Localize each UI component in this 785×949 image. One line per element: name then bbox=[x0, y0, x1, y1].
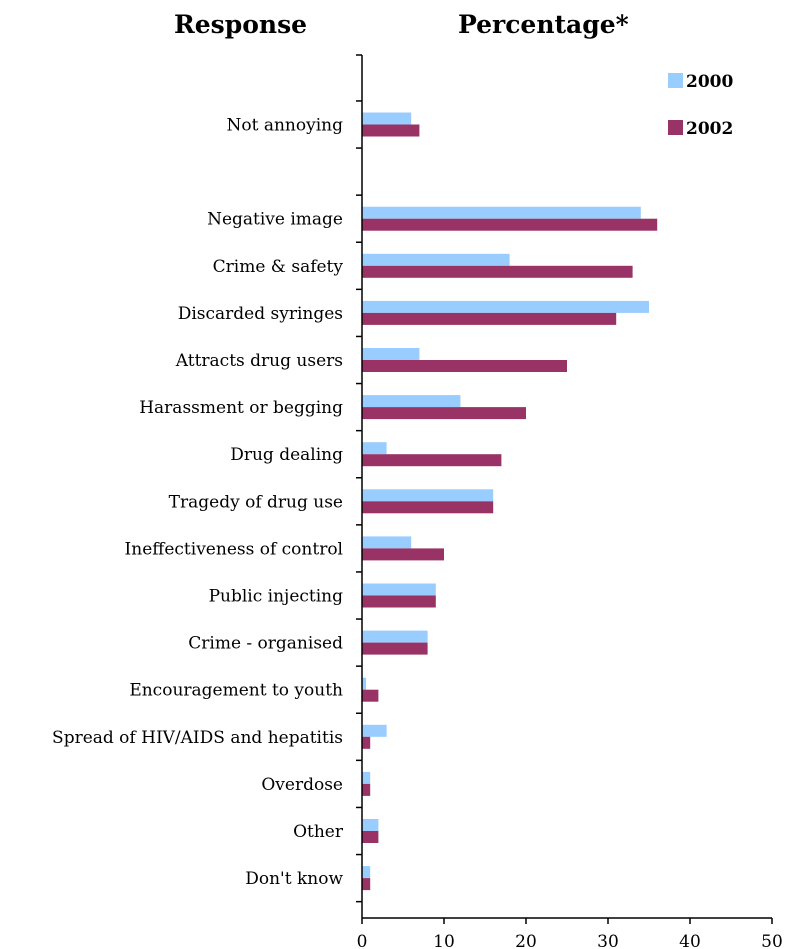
bar-2002 bbox=[362, 501, 494, 514]
legend: 2000 2002 bbox=[668, 72, 733, 139]
bar-2000 bbox=[362, 253, 510, 266]
bar-2002 bbox=[362, 360, 567, 372]
legend-swatch bbox=[668, 73, 683, 88]
category-label: Encouragement to youth bbox=[129, 681, 343, 701]
bar-2000 bbox=[362, 866, 371, 879]
category-label: Other bbox=[293, 822, 344, 842]
category-label: Discarded syringes bbox=[178, 304, 343, 324]
bar-2000 bbox=[362, 442, 387, 455]
bar-2000 bbox=[362, 583, 436, 596]
bar-2000 bbox=[362, 630, 428, 643]
bar-2002 bbox=[362, 265, 633, 278]
category-label: Tragedy of drug use bbox=[169, 492, 343, 512]
category-label: Harassment or begging bbox=[139, 398, 343, 418]
axes-layer bbox=[356, 54, 773, 924]
category-label: Don't know bbox=[245, 869, 343, 889]
category-label: Negative image bbox=[207, 210, 343, 230]
bar-2000 bbox=[362, 724, 387, 737]
percentage-heading: Percentage* bbox=[458, 10, 629, 39]
bar-2002 bbox=[362, 454, 502, 467]
x-tick-label: 50 bbox=[761, 932, 783, 949]
x-tick-label: 0 bbox=[357, 932, 368, 949]
bar-2000 bbox=[362, 206, 641, 219]
category-label: Not annoying bbox=[227, 116, 344, 136]
bar-2000 bbox=[362, 395, 461, 408]
labels-layer: Not annoying Negative image Crime & safety… bbox=[52, 116, 783, 949]
category-label: Crime & safety bbox=[213, 257, 344, 277]
category-label: Attracts drug users bbox=[175, 351, 343, 371]
bar-2002 bbox=[362, 312, 617, 325]
category-label: Crime - organised bbox=[188, 634, 343, 654]
x-tick-label: 20 bbox=[515, 932, 537, 949]
bar-2002 bbox=[362, 218, 658, 231]
bar-2000 bbox=[362, 348, 420, 360]
bar-2000 bbox=[362, 771, 371, 784]
bar-2002 bbox=[362, 548, 444, 561]
legend-label: 2002 bbox=[686, 119, 733, 139]
bar-2000 bbox=[362, 819, 379, 831]
bar-2002 bbox=[362, 595, 436, 608]
x-tick-label: 10 bbox=[433, 932, 455, 949]
bar-2000 bbox=[362, 300, 649, 313]
bar-2000 bbox=[362, 536, 412, 549]
x-tick-label: 30 bbox=[597, 932, 619, 949]
category-label: Public injecting bbox=[209, 587, 344, 607]
category-label: Ineffectiveness of control bbox=[125, 539, 343, 559]
x-tick-label: 40 bbox=[679, 932, 701, 949]
category-label: Drug dealing bbox=[230, 445, 343, 465]
bar-2000 bbox=[362, 489, 494, 502]
bar-2002 bbox=[362, 831, 379, 843]
bar-2002 bbox=[362, 407, 526, 420]
category-label: Overdose bbox=[261, 775, 343, 795]
bar-2002 bbox=[362, 124, 420, 137]
legend-label: 2000 bbox=[686, 72, 733, 92]
bar-2002 bbox=[362, 783, 371, 796]
bar-2002 bbox=[362, 689, 379, 702]
bar-2002 bbox=[362, 736, 371, 749]
bar-2000 bbox=[362, 677, 367, 690]
bar-2002 bbox=[362, 878, 371, 891]
bar-2002 bbox=[362, 642, 428, 655]
legend-swatch bbox=[668, 120, 683, 135]
response-heading: Response bbox=[174, 10, 308, 39]
bars-layer bbox=[362, 112, 658, 891]
category-label: Spread of HIV/AIDS and hepatitis bbox=[52, 728, 343, 748]
bar-2000 bbox=[362, 112, 412, 125]
